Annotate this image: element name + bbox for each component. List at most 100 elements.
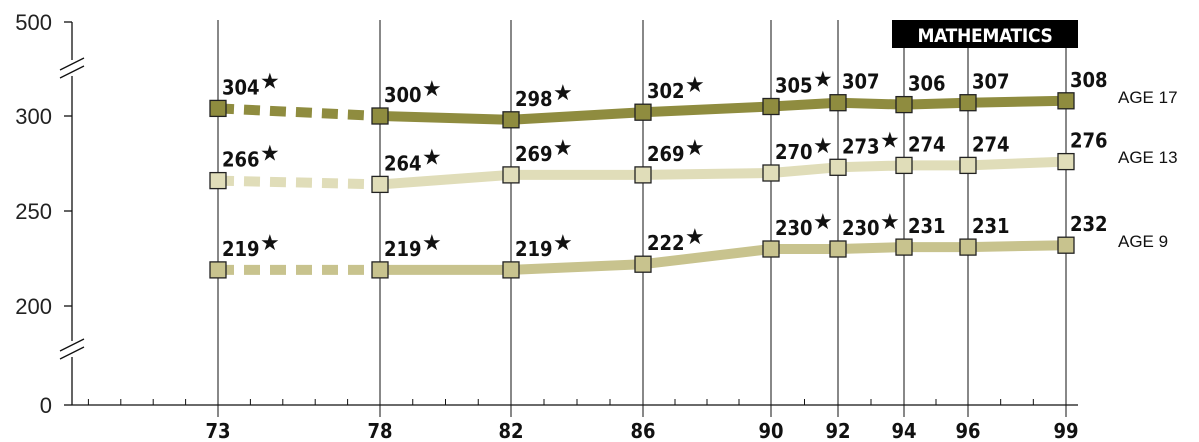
series-line-solid [379,95,1067,125]
data-point-marker [959,156,977,175]
series-name-label: AGE 17 [1118,88,1178,107]
x-tick-label-96: 96 [955,419,980,442]
significance-star-icon: ★ [422,231,442,256]
significance-star-icon: ★ [685,225,705,250]
data-label: 305 [775,74,813,98]
data-point-marker [371,107,389,125]
x-tick-label-94: 94 [891,419,916,442]
significance-star-icon: ★ [553,81,573,106]
x-tick-label-73: 73 [205,419,230,442]
data-point-marker [762,164,780,182]
data-point-marker [209,171,227,190]
data-point-marker [371,261,389,279]
significance-star-icon: ★ [553,136,573,161]
data-point-marker [829,158,847,176]
y-tick-label-200: 200 [15,294,52,319]
significance-star-icon: ★ [422,145,442,170]
series-line-solid [380,240,1067,275]
data-point-marker [634,103,652,121]
y-tick-label-500: 500 [15,10,52,35]
data-point-marker [895,238,913,256]
series-line-dashed [217,103,381,121]
data-label: 298 [515,87,553,111]
subject-badge-background [892,20,1078,48]
data-point-marker [1057,152,1075,171]
data-label: 308 [1070,68,1108,92]
data-point-marker [762,240,780,258]
subject-badge: MATHEMATICS [892,20,1078,48]
series-line-dashed [217,175,381,190]
significance-star-icon: ★ [880,210,900,235]
data-label: 231 [972,214,1010,238]
data-label: 307 [972,70,1010,94]
y-tick-label-250: 250 [15,199,52,224]
chart-title: MATHEMATICS [917,25,1052,47]
axis-break-slash-0-b [59,65,85,79]
series-name-label: AGE 9 [1118,232,1168,251]
data-label: 276 [1070,129,1108,153]
data-label: 230 [775,216,813,240]
axis-break-slash-0-a [59,57,85,71]
data-point-marker [829,240,847,258]
significance-star-icon: ★ [813,210,833,235]
data-point-marker [502,261,520,279]
significance-star-icon: ★ [685,136,705,161]
y-tick-label-0: 0 [40,393,52,418]
data-label: 232 [1070,212,1108,236]
data-label: 307 [842,70,880,94]
significance-star-icon: ★ [260,142,280,167]
data-point-marker [895,156,913,175]
significance-star-icon: ★ [813,134,833,159]
significance-star-icon: ★ [260,231,280,256]
x-tick-label-90: 90 [758,419,783,442]
series-lines [217,95,1067,275]
significance-star-icon: ★ [422,77,442,102]
axis-break-slash-1-b [59,346,85,360]
data-point-marker [634,166,652,184]
data-point-marker [634,255,652,273]
y-tick-label-300: 300 [15,104,52,129]
series-markers [209,92,1075,279]
data-label: 306 [908,72,946,96]
data-point-marker [829,94,847,112]
data-point-marker [371,175,389,194]
year-gridlines [217,20,1067,417]
x-tick-label-86: 86 [630,419,655,442]
data-label: 274 [908,132,946,156]
data-label: 270 [775,140,813,164]
data-label: 231 [908,214,946,238]
axis-break-slash-1-a [59,338,85,352]
data-point-marker [502,166,520,184]
data-label: 219 [515,237,553,261]
series-name-label: AGE 13 [1118,148,1178,167]
x-tick-label-82: 82 [498,419,523,442]
data-label: 219 [222,237,260,261]
data-label: 269 [515,142,553,166]
significance-star-icon: ★ [260,69,280,94]
data-point-marker [1057,92,1075,110]
significance-star-icon: ★ [880,128,900,153]
significance-star-icon: ★ [553,231,573,256]
data-label: 266 [222,148,260,172]
axis-break-gap-1 [68,341,76,357]
data-label: 273 [842,134,880,158]
data-point-marker [762,97,780,116]
data-label: 222 [647,231,685,255]
data-label: 274 [972,132,1010,156]
data-point-marker [959,94,977,112]
significance-star-icon: ★ [685,73,705,98]
x-tick-label-92: 92 [825,419,850,442]
data-label: 230 [842,216,880,240]
series-line-solid [379,156,1067,190]
axis-break-gap-0 [68,60,76,76]
data-point-marker [895,95,913,114]
axes: 0 200 250 300 500 73 78 82 86 90 92 94 96 99 [15,10,1078,442]
data-point-marker [209,261,227,279]
data-label: 269 [647,142,685,166]
x-tick-label-78: 78 [367,419,392,442]
data-label: 302 [647,79,685,103]
data-label: 264 [384,151,422,175]
data-point-marker [502,111,520,129]
